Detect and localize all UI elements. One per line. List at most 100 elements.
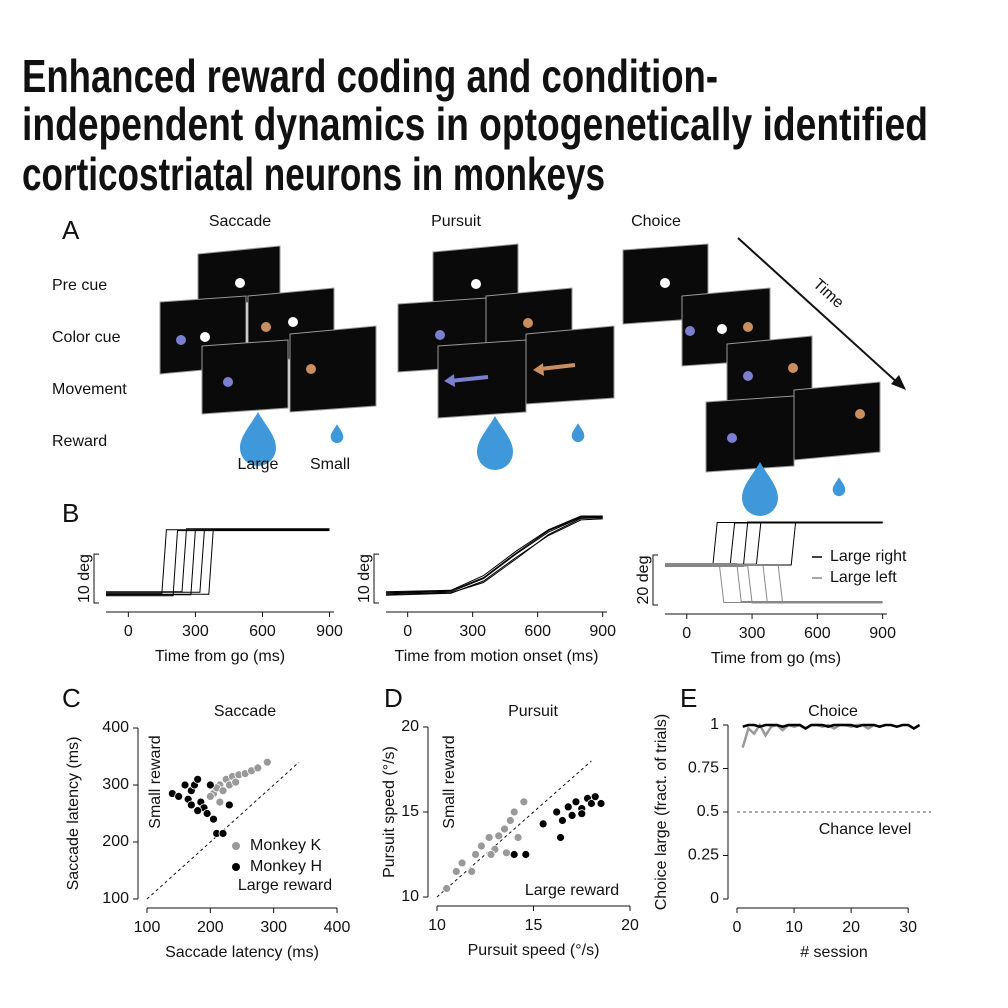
data-point — [451, 867, 461, 876]
scale-bar — [373, 553, 379, 604]
x-tick-label: 900 — [316, 623, 343, 640]
legend-swatch — [232, 842, 240, 850]
y-tick-label: 10 — [401, 888, 419, 905]
data-point — [224, 800, 234, 810]
data-line — [106, 529, 330, 594]
data-point — [209, 814, 218, 824]
panel-label: C — [62, 683, 81, 713]
x-tick-label: 400 — [324, 919, 351, 936]
data-line — [106, 528, 330, 593]
annotation: Large reward — [238, 877, 332, 894]
data-line — [385, 518, 603, 596]
data-point — [174, 792, 184, 801]
panel-label: A — [62, 215, 80, 245]
data-point — [253, 763, 263, 773]
annotation: Large reward — [525, 882, 619, 899]
data-point — [193, 806, 203, 816]
column-label: Choice — [631, 213, 681, 230]
data-point — [505, 816, 515, 825]
x-tick-label: 0 — [733, 919, 742, 936]
data-point — [193, 774, 203, 784]
data-point — [484, 833, 494, 842]
panel-a: A Saccade Pursuit Choice Pre cue Color c… — [52, 213, 906, 516]
y-axis-label: Choice large (fract. of trials) — [653, 714, 670, 911]
data-point — [471, 850, 481, 859]
y-tick-label: 15 — [401, 803, 419, 820]
x-tick-label: 900 — [589, 623, 616, 640]
y-axis-label: Saccade latency (ms) — [65, 737, 82, 891]
y-tick-label: 0.5 — [697, 803, 719, 820]
x-axis-label: Time from go (ms) — [155, 648, 285, 665]
identity-line — [436, 760, 592, 898]
x-tick-label: 600 — [249, 623, 276, 640]
row-label: Movement — [52, 381, 127, 398]
data-point — [587, 799, 596, 808]
annotation: Small reward — [147, 735, 164, 828]
panel-label: B — [62, 498, 79, 528]
screens-saccade — [159, 245, 377, 466]
title-line: Enhanced reward coding and condition- — [22, 50, 718, 102]
x-axis-label: Pursuit speed (°/s) — [468, 942, 600, 959]
x-axis-label: Time from go (ms) — [711, 650, 841, 667]
data-line — [106, 529, 330, 596]
data-point — [186, 800, 196, 810]
data-point — [202, 809, 212, 818]
chart-title: Pursuit — [508, 703, 558, 720]
data-point — [467, 867, 477, 876]
x-tick-label: 100 — [134, 919, 161, 936]
data-point — [556, 833, 565, 842]
data-point — [567, 811, 577, 820]
data-point — [538, 819, 548, 829]
data-line — [106, 529, 330, 593]
x-tick-label: 10 — [785, 919, 803, 936]
panel-label: D — [384, 683, 403, 713]
data-line — [106, 528, 330, 595]
legend-label: Large right — [830, 548, 907, 565]
x-tick-label: 300 — [260, 919, 287, 936]
x-tick-label: 300 — [182, 623, 209, 640]
data-point — [521, 850, 531, 859]
data-point — [590, 792, 600, 802]
data-point — [577, 809, 587, 819]
data-point — [513, 833, 523, 842]
data-point — [215, 797, 225, 807]
scale-bar-label: 20 deg — [635, 556, 652, 605]
data-line — [385, 516, 603, 594]
row-label: Reward — [52, 433, 107, 450]
data-line — [741, 722, 886, 748]
x-tick-label: 15 — [525, 917, 543, 934]
column-label: Pursuit — [431, 213, 481, 230]
reward-label: Small — [310, 456, 350, 473]
y-tick-label: 0.75 — [688, 760, 719, 777]
x-tick-label: 900 — [869, 625, 896, 642]
data-point — [231, 777, 241, 787]
data-line — [106, 530, 330, 597]
y-axis-label: Pursuit speed (°/s) — [381, 746, 398, 878]
data-point — [558, 816, 567, 825]
x-tick-label: 300 — [739, 625, 766, 642]
x-tick-label: 600 — [524, 623, 551, 640]
legend-label: Monkey H — [250, 858, 322, 875]
data-point — [509, 807, 519, 817]
data-point — [218, 829, 228, 838]
y-tick-label: 400 — [102, 719, 129, 736]
y-tick-label: 300 — [102, 776, 129, 793]
y-tick-label: 100 — [102, 890, 129, 907]
annotation: Small reward — [441, 735, 458, 828]
data-point — [519, 797, 529, 807]
y-tick-label: 0 — [710, 890, 719, 907]
x-tick-label: 20 — [621, 917, 639, 934]
x-tick-label: 20 — [842, 919, 860, 936]
x-tick-label: 200 — [197, 919, 224, 936]
data-point — [571, 797, 581, 807]
data-point — [180, 780, 190, 790]
chart-title: Saccade — [214, 703, 276, 720]
y-tick-label: 20 — [401, 718, 419, 735]
column-label: Saccade — [209, 213, 271, 230]
data-line — [385, 516, 603, 594]
data-point — [457, 858, 467, 868]
annotation: Chance level — [819, 821, 912, 838]
y-tick-label: 200 — [102, 833, 129, 850]
scale-bar-label: 10 deg — [76, 554, 93, 603]
